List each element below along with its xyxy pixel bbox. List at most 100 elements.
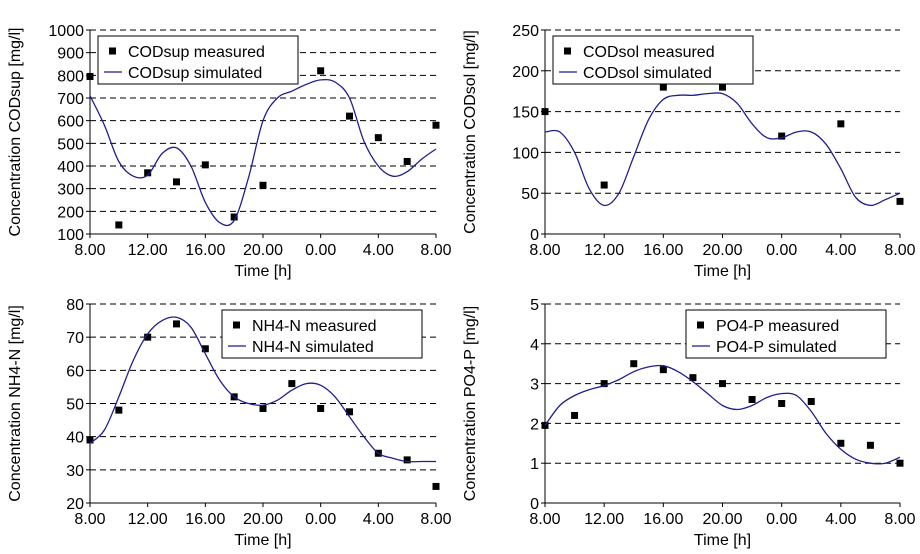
- chart-panel-2: 0 50 100 150 200 250 8.00 12.00 16.00 20.00 0.00 4.…: [462, 23, 916, 280]
- measured-data-point: [837, 120, 845, 128]
- measured-data-point: [288, 380, 296, 388]
- measured-data-point: [541, 108, 549, 116]
- legend-entry: CODsol measured: [583, 44, 715, 61]
- x-tick-label: 0.00: [305, 242, 336, 259]
- y-tick-label: 150: [512, 105, 539, 122]
- y-axis-title: Concentration CODsol [mg/l]: [462, 30, 479, 234]
- x-tick-label: 8.00: [420, 511, 451, 528]
- x-tick-label: 0.00: [305, 511, 336, 528]
- x-axis-title: Time [h]: [694, 532, 751, 549]
- legend-box: [97, 35, 299, 85]
- legend: PO4-P measured PO4-P simulated: [685, 309, 887, 359]
- x-tick-label: 4.00: [363, 511, 394, 528]
- y-axis-title: Concentration CODsup [mg/l]: [7, 28, 24, 237]
- y-tick-label: 100: [512, 145, 539, 162]
- y-tick-label: 600: [57, 114, 84, 131]
- measured-data-point: [896, 197, 904, 205]
- y-tick-label: 500: [57, 136, 84, 153]
- y-tick-label: 0: [530, 227, 539, 244]
- measured-data-point: [144, 333, 152, 341]
- measured-data-point: [630, 360, 638, 368]
- legend-entry: CODsup measured: [128, 44, 265, 61]
- measured-data-point: [659, 83, 667, 91]
- y-tick-label: 5: [530, 297, 539, 314]
- measured-data-point: [403, 456, 411, 464]
- legend-point-swatch: [233, 321, 240, 329]
- x-tick-label: 12.00: [128, 511, 168, 528]
- measured-data-point: [600, 380, 608, 388]
- measured-data-point: [230, 213, 238, 221]
- x-axis-title: Time [h]: [234, 532, 291, 549]
- measured-data-point: [115, 406, 123, 414]
- x-tick-label: 8.00: [884, 242, 915, 259]
- measured-data-point: [374, 134, 382, 142]
- x-tick-label: 12.00: [128, 242, 168, 259]
- measured-data-point: [571, 411, 579, 419]
- y-tick-label: 40: [66, 430, 84, 447]
- legend-entry: CODsol simulated: [583, 65, 712, 82]
- legend-box: [221, 309, 423, 359]
- x-tick-label: 20.00: [243, 511, 283, 528]
- legend-entry: NH4-N simulated: [252, 339, 374, 356]
- y-tick-label: 100: [57, 227, 84, 244]
- legend-entry: NH4-N measured: [252, 318, 376, 335]
- measured-data-point: [719, 83, 726, 91]
- y-tick-label: 50: [521, 186, 539, 203]
- x-tick-label: 16.00: [643, 242, 683, 259]
- y-tick-label: 800: [57, 68, 84, 85]
- x-tick-label: 8.00: [529, 511, 560, 528]
- x-tick-label: 4.00: [825, 511, 856, 528]
- legend: CODsup measured CODsup simulated: [97, 35, 299, 85]
- simulated-series-line: [89, 78, 437, 227]
- y-tick-label: 1000: [48, 23, 84, 40]
- measured-data-point: [201, 161, 209, 169]
- measured-data-point: [659, 366, 667, 374]
- y-tick-label: 200: [512, 64, 539, 81]
- y-tick-label: 0: [530, 496, 539, 513]
- measured-data-point: [86, 72, 94, 80]
- simulated-series-line: [544, 364, 901, 465]
- legend-entry: PO4-P simulated: [716, 339, 837, 356]
- simulated-series-line: [89, 316, 436, 463]
- legend-box: [685, 309, 887, 359]
- y-tick-label: 300: [57, 182, 84, 199]
- x-axis-title: Time [h]: [694, 263, 751, 280]
- legend-point-swatch: [697, 321, 704, 329]
- chart-panel-4: 0 1 2 3 4 5 8.00 12.00 16.00 20.00 0.00 4.00 8.00 Tim…: [462, 297, 916, 549]
- x-tick-label: 16.00: [185, 511, 225, 528]
- y-tick-label: 400: [57, 159, 84, 176]
- legend: NH4-N measured NH4-N simulated: [221, 309, 423, 359]
- y-tick-label: 70: [66, 330, 84, 347]
- measured-data-point: [201, 345, 209, 353]
- y-tick-label: 60: [66, 363, 84, 380]
- measured-data-point: [600, 181, 608, 189]
- y-tick-label: 2: [530, 416, 539, 433]
- legend-entry: PO4-P measured: [716, 318, 839, 335]
- simulated-series-line: [544, 92, 901, 207]
- y-axis-title: Concentration NH4-N [mg/l]: [7, 305, 24, 502]
- measured-data-point: [837, 439, 845, 447]
- x-tick-label: 20.00: [243, 242, 283, 259]
- measured-data-point: [86, 436, 94, 444]
- legend: CODsol measured CODsol simulated: [552, 35, 754, 85]
- measured-data-point: [259, 181, 267, 189]
- legend-point-swatch: [109, 47, 116, 55]
- measured-data-point: [432, 121, 440, 129]
- x-axis-title: Time [h]: [234, 263, 291, 280]
- measured-data-point: [778, 400, 786, 407]
- x-tick-label: 0.00: [766, 242, 797, 259]
- measured-data-point: [689, 374, 697, 382]
- y-tick-label: 50: [66, 397, 84, 414]
- x-tick-label: 4.00: [825, 242, 856, 259]
- x-tick-label: 20.00: [702, 511, 742, 528]
- y-tick-label: 1: [530, 456, 539, 473]
- measured-data-point: [317, 67, 325, 75]
- y-tick-label: 700: [57, 91, 84, 108]
- chart-panel-1: 100 200 300 400 500 600 700 800 900 1000 8.00 12.00…: [7, 23, 452, 280]
- chart-panel-3: 20 30 40 50 60 70 80 8.00 12.00 16.00 20.00 0.00 4.0…: [7, 297, 452, 549]
- y-tick-label: 80: [66, 297, 84, 314]
- measured-data-point: [115, 221, 123, 229]
- x-tick-label: 20.00: [702, 242, 742, 259]
- x-tick-label: 12.00: [584, 242, 624, 259]
